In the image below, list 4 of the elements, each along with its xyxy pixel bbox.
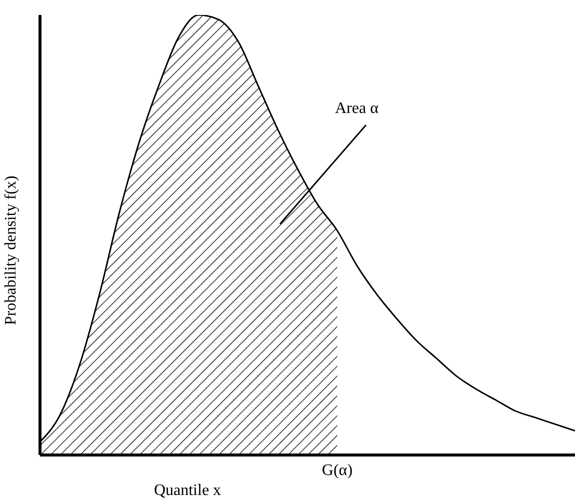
- text: G(α): [322, 462, 353, 480]
- annotation: Area α: [335, 100, 378, 118]
- x-axis-title: Quantile x: [154, 482, 222, 499]
- y-axis-title: Probability density f(x): [2, 176, 20, 325]
